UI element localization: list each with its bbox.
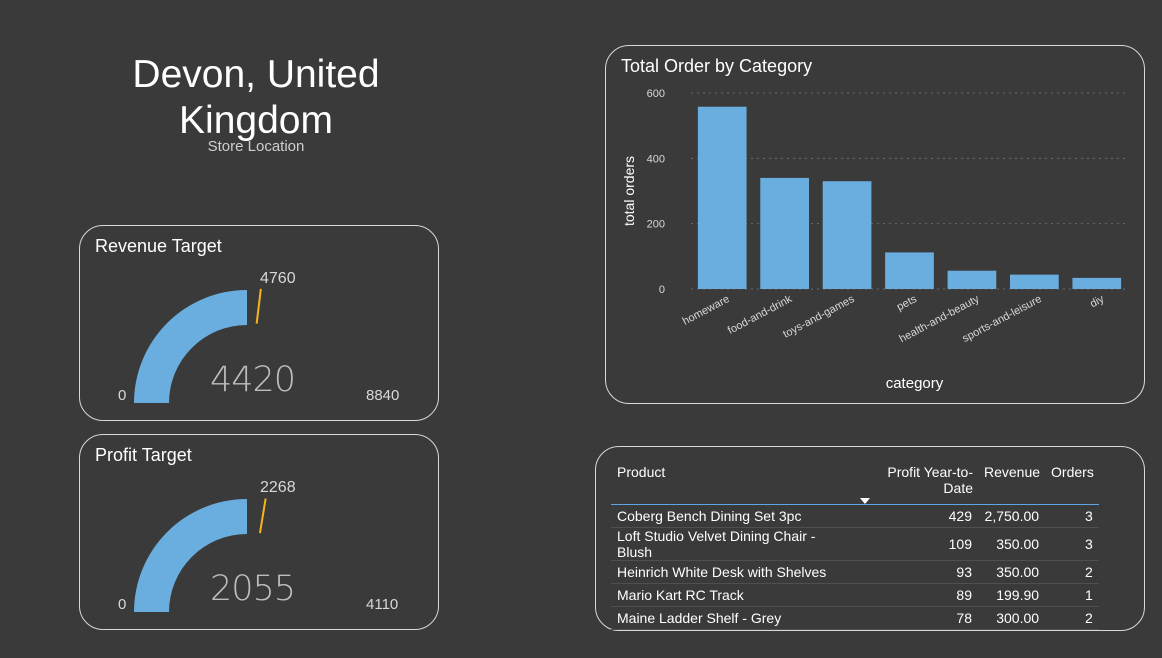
cell-revenue: 350.00 [978, 527, 1046, 561]
bar [760, 177, 809, 289]
y-tick-label: 200 [647, 219, 665, 231]
cell-revenue: 199.90 [978, 583, 1046, 607]
profit-gauge-max: 4110 [366, 596, 399, 613]
y-tick-label: 0 [659, 284, 665, 296]
bar [947, 270, 997, 289]
x-tick-label: pets [895, 293, 919, 314]
y-axis-label: total orders [621, 156, 637, 226]
profit-target-title: Profit Target [95, 445, 192, 465]
cell-orders: 3 [1045, 527, 1099, 561]
table-row[interactable]: Coberg Bench Dining Set 3pc 429 2,750.00 3 [611, 504, 1099, 528]
cell-revenue: 300.00 [978, 606, 1046, 630]
profit-target-marker [258, 498, 267, 534]
bar [1072, 277, 1122, 289]
profit-target-value: 2268 [260, 479, 296, 496]
table-row[interactable]: Mario Kart RC Track 89 199.90 1 [611, 583, 1099, 607]
location-label: Store Location [207, 138, 305, 155]
cell-product: Maine Ladder Shelf - Grey [611, 606, 854, 630]
profit-target-card[interactable]: Profit Target 2268 2055 0 4110 [79, 434, 439, 630]
revenue-current-value: 4420 [210, 360, 296, 400]
column-header-orders[interactable]: Orders [1051, 464, 1094, 480]
revenue-target-value: 4760 [260, 270, 296, 287]
column-header-profit[interactable]: Profit Year-to-Date [854, 461, 978, 505]
revenue-gauge-fill [134, 290, 247, 403]
cell-product: Loft Studio Velvet Dining Chair - Blush [611, 527, 854, 561]
table-row[interactable]: Maine Ladder Shelf - Grey 78 300.00 2 [611, 606, 1099, 630]
profit-gauge-min: 0 [118, 596, 127, 613]
profit-current-value: 2055 [210, 569, 296, 609]
store-location: Devon, United Kingdom Store Location [86, 52, 426, 155]
bar [1010, 274, 1059, 289]
cell-orders: 3 [1045, 504, 1099, 528]
table-row[interactable]: Loft Studio Velvet Dining Chair - Blush 1… [611, 527, 1099, 561]
y-tick-label: 400 [647, 153, 665, 165]
revenue-target-title: Revenue Target [95, 236, 222, 256]
column-header-product[interactable]: Product [617, 464, 666, 480]
cell-product: Mario Kart RC Track [611, 583, 854, 607]
cell-product: Coberg Bench Dining Set 3pc [611, 504, 854, 528]
cell-revenue: 2,750.00 [978, 504, 1046, 528]
column-header-profit-label: Profit Year-to-Date [887, 464, 973, 496]
cell-profit: 89 [854, 583, 978, 607]
chart-title: Total Order by Category [621, 56, 813, 76]
revenue-gauge-min: 0 [118, 387, 127, 404]
y-tick-label: 600 [647, 88, 665, 100]
cell-orders: 2 [1045, 606, 1099, 630]
cell-profit: 109 [854, 527, 978, 561]
revenue-gauge-max: 8840 [366, 387, 400, 404]
cell-revenue: 350.00 [978, 560, 1046, 584]
cell-product: Heinrich White Desk with Shelves [611, 560, 854, 584]
cell-orders: 2 [1045, 560, 1099, 584]
cell-profit: 429 [854, 504, 978, 528]
cell-profit: 93 [854, 560, 978, 584]
revenue-target-card[interactable]: Revenue Target 4760 4420 0 8840 [79, 225, 439, 421]
x-tick-label: diy [1088, 293, 1106, 310]
location-name: Devon, United Kingdom [132, 53, 380, 142]
bar [822, 181, 872, 289]
x-tick-label: toys-and-games [781, 293, 857, 341]
bar [697, 106, 747, 289]
table-header-row: Product Profit Year-to-Date Revenue Orde… [611, 461, 1099, 505]
table-row[interactable]: Heinrich White Desk with Shelves 93 350.00… [611, 560, 1099, 584]
revenue-gauge [134, 288, 262, 403]
bar [885, 252, 934, 289]
x-axis-label: category [886, 375, 944, 392]
cell-orders: 1 [1045, 583, 1099, 607]
product-table: Product Profit Year-to-Date Revenue Orde… [611, 461, 1099, 630]
table-body: Coberg Bench Dining Set 3pc 429 2,750.00 3 L… [611, 504, 1099, 630]
sort-descending-icon [860, 498, 870, 504]
orders-bar-chart: 0200400600homewarefood-and-drinktoys-and… [621, 88, 1128, 392]
column-header-revenue[interactable]: Revenue [984, 464, 1041, 480]
profit-gauge [134, 498, 267, 612]
x-tick-label: homeware [681, 293, 732, 328]
product-table-card[interactable]: Product Profit Year-to-Date Revenue Orde… [595, 446, 1145, 631]
profit-gauge-fill [134, 499, 247, 612]
revenue-target-marker [255, 288, 262, 324]
orders-by-category-card[interactable]: Total Order by Category 0 200 400 600 homewa… [605, 45, 1145, 404]
cell-profit: 78 [854, 606, 978, 630]
